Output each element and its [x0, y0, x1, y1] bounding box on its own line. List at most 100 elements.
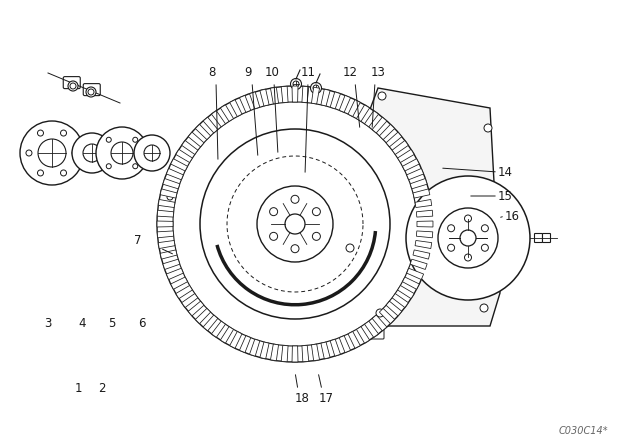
Polygon shape: [415, 241, 432, 249]
Circle shape: [106, 137, 111, 142]
Circle shape: [257, 186, 333, 262]
Polygon shape: [403, 277, 419, 289]
Circle shape: [111, 142, 133, 164]
Text: 1: 1: [74, 382, 82, 395]
Polygon shape: [250, 339, 260, 356]
Polygon shape: [417, 231, 433, 238]
Polygon shape: [345, 88, 500, 326]
Polygon shape: [348, 332, 360, 348]
Circle shape: [167, 194, 173, 200]
Polygon shape: [410, 179, 427, 189]
Polygon shape: [203, 315, 218, 331]
Polygon shape: [260, 342, 269, 359]
Circle shape: [173, 102, 417, 346]
Polygon shape: [158, 199, 175, 207]
Polygon shape: [203, 117, 218, 133]
Circle shape: [132, 164, 138, 169]
Polygon shape: [321, 342, 330, 359]
Polygon shape: [157, 210, 173, 217]
Circle shape: [376, 309, 384, 317]
Polygon shape: [406, 268, 424, 280]
Circle shape: [269, 208, 278, 215]
Text: 18: 18: [294, 392, 309, 405]
Polygon shape: [365, 321, 378, 337]
Polygon shape: [386, 301, 402, 316]
Circle shape: [72, 150, 78, 156]
Polygon shape: [239, 336, 251, 353]
Polygon shape: [356, 327, 370, 343]
FancyBboxPatch shape: [347, 328, 364, 339]
Circle shape: [346, 244, 354, 252]
Polygon shape: [417, 221, 433, 227]
Polygon shape: [230, 100, 242, 116]
Polygon shape: [292, 346, 298, 362]
Polygon shape: [415, 199, 432, 207]
Polygon shape: [392, 293, 408, 307]
Circle shape: [134, 135, 170, 171]
Polygon shape: [356, 105, 370, 121]
Circle shape: [86, 87, 96, 97]
Text: 17: 17: [319, 392, 333, 405]
Circle shape: [38, 130, 44, 136]
Circle shape: [312, 233, 321, 240]
Polygon shape: [330, 339, 340, 356]
Polygon shape: [230, 332, 242, 348]
Polygon shape: [211, 321, 225, 337]
Polygon shape: [302, 345, 308, 362]
Polygon shape: [348, 100, 360, 116]
Text: 3: 3: [44, 316, 52, 329]
FancyBboxPatch shape: [347, 314, 364, 325]
Polygon shape: [292, 86, 298, 102]
Polygon shape: [397, 149, 414, 163]
Circle shape: [460, 230, 476, 246]
Circle shape: [378, 92, 386, 100]
Circle shape: [106, 164, 111, 169]
Text: 12: 12: [342, 65, 358, 78]
FancyBboxPatch shape: [367, 314, 384, 325]
Circle shape: [61, 130, 67, 136]
Polygon shape: [176, 285, 193, 299]
Polygon shape: [195, 125, 211, 140]
Circle shape: [480, 304, 488, 312]
Circle shape: [293, 81, 299, 87]
Polygon shape: [182, 293, 198, 307]
Circle shape: [38, 170, 44, 176]
Polygon shape: [281, 86, 288, 103]
Polygon shape: [239, 95, 251, 112]
Polygon shape: [195, 308, 211, 323]
Polygon shape: [417, 210, 433, 217]
Circle shape: [465, 215, 472, 222]
Circle shape: [447, 225, 454, 232]
FancyBboxPatch shape: [347, 300, 364, 311]
Polygon shape: [321, 89, 330, 106]
Text: 15: 15: [497, 190, 513, 202]
Text: 13: 13: [371, 65, 385, 78]
Circle shape: [481, 225, 488, 232]
FancyBboxPatch shape: [367, 328, 384, 339]
Circle shape: [291, 245, 299, 253]
FancyBboxPatch shape: [367, 300, 384, 311]
Text: 9: 9: [244, 65, 252, 78]
Circle shape: [144, 145, 160, 161]
Circle shape: [157, 86, 433, 362]
Circle shape: [484, 124, 492, 132]
Circle shape: [269, 233, 278, 240]
FancyBboxPatch shape: [83, 84, 100, 95]
Text: C030C14*: C030C14*: [558, 426, 608, 436]
Circle shape: [72, 133, 112, 173]
Text: 7: 7: [134, 233, 141, 246]
Polygon shape: [188, 132, 204, 147]
Polygon shape: [410, 259, 427, 269]
Text: 6: 6: [138, 316, 146, 329]
Text: 11: 11: [301, 65, 316, 78]
Polygon shape: [339, 95, 351, 112]
Circle shape: [70, 83, 76, 89]
Polygon shape: [171, 159, 188, 171]
Circle shape: [20, 121, 84, 185]
Polygon shape: [176, 149, 193, 163]
Text: 4: 4: [78, 316, 86, 329]
Circle shape: [26, 150, 32, 156]
Polygon shape: [312, 87, 319, 104]
Polygon shape: [372, 315, 387, 331]
Polygon shape: [211, 111, 225, 127]
